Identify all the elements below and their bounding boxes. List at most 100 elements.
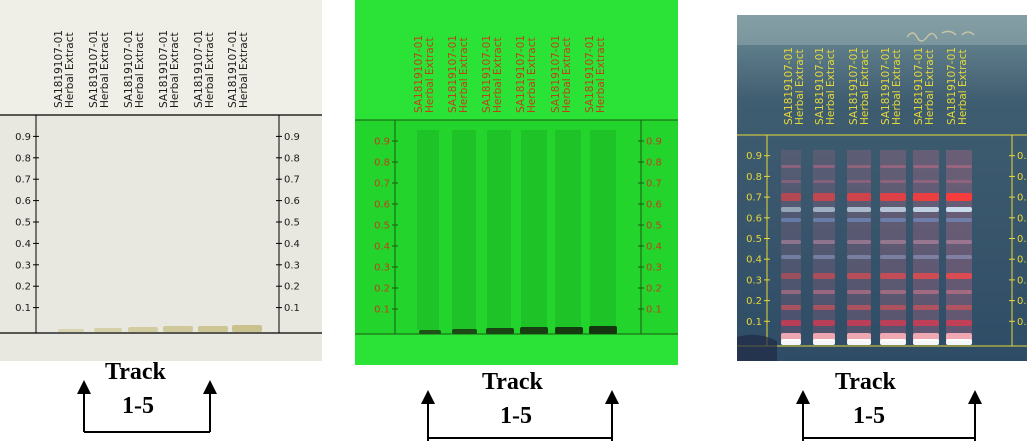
scale-label-right: 0.2 [284, 282, 300, 293]
scale-label-right: 0.8 [646, 158, 662, 169]
arrowhead [203, 380, 217, 394]
scale-label-left: 0.8 [374, 158, 390, 169]
band [880, 180, 906, 183]
scale-label-right: 0.6 [284, 196, 300, 207]
band [880, 193, 906, 201]
lane-label-id: SA1819107-01 [946, 47, 958, 125]
scale-label-left: 0.7 [15, 175, 31, 186]
lane-streak [781, 150, 801, 340]
band [813, 218, 835, 222]
band [946, 255, 972, 259]
band [813, 193, 835, 201]
band [813, 305, 835, 310]
plate-1-bands [58, 325, 262, 332]
band [486, 328, 514, 334]
arrowhead [796, 390, 810, 404]
lane-label-id: SA1819107-01 [227, 30, 239, 108]
lane-label-id: SA1819107-01 [53, 30, 65, 108]
band [781, 339, 801, 345]
lane-label-id: SA1819107-01 [193, 30, 205, 108]
scale-label-left: 0.4 [374, 242, 390, 253]
band [946, 305, 972, 310]
lane-label-type: Herbal Extract [794, 49, 806, 125]
band [781, 207, 801, 212]
scale-label-left: 0.7 [374, 179, 390, 190]
scale-label-left: 0.6 [374, 200, 390, 211]
band [880, 290, 906, 294]
band [913, 180, 939, 183]
plate-1-drawing: 0.9 0.9 0.8 0.8 0.7 0.7 0.6 0.6 0.5 0.5 0.4 0.4 0.3 0… [0, 0, 322, 361]
streak [487, 130, 511, 330]
lane-label-type: Herbal Extract [891, 49, 903, 125]
scale-label-left: 0.2 [374, 284, 390, 295]
scale-label-left: 0.5 [15, 218, 31, 229]
band [913, 218, 939, 222]
scale-label-right: 0.3 [284, 260, 300, 271]
band [913, 339, 939, 345]
lane-label-id: SA1819107-01 [158, 30, 170, 108]
scale-label-left: 0.4 [746, 255, 762, 266]
lane-streak [847, 150, 871, 340]
band [163, 326, 193, 332]
scale-label-right: 0.5 [646, 221, 662, 232]
scale-label-right: 0.8 [1017, 172, 1027, 183]
scale-label-right: 0.2 [646, 284, 662, 295]
band [847, 320, 871, 326]
band [555, 327, 583, 334]
scale-label-right: 0.4 [646, 242, 662, 253]
scale-label-right: 0.6 [646, 200, 662, 211]
band [847, 273, 871, 279]
band [781, 165, 801, 168]
plate-1-scale: 0.9 0.9 0.8 0.8 0.7 0.7 0.6 0.6 0.5 0.5 0.4 0.4 0.3 0… [15, 132, 300, 314]
scale-label-left: 0.8 [15, 153, 31, 164]
band [880, 207, 906, 212]
band [419, 330, 441, 334]
plate-3-drawing: SA1819107-01 Herbal Extract SA1819107-01 He… [737, 15, 1027, 361]
scale-label-left: 0.3 [15, 260, 31, 271]
band [847, 180, 871, 183]
scale-label-right: 0.7 [284, 175, 300, 186]
plate-3-stain [737, 334, 777, 361]
scale-label-right: 0.1 [284, 303, 300, 314]
lane-label-type: Herbal Extract [825, 49, 837, 125]
scale-label-right: 0.1 [1017, 317, 1027, 328]
streak [590, 130, 616, 330]
lane-label-id: SA1819107-01 [814, 47, 826, 125]
plate-2-scale: 0.9 0.9 0.8 0.8 0.7 0.7 0.6 0.6 0.5 0.5 0.4 0.4 0.3 0… [374, 137, 662, 316]
band [198, 326, 228, 332]
plate-1-lane-labels: SA1819107-01 Herbal Extract SA1819107-01 He… [53, 30, 250, 108]
scale-label-left: 0.8 [746, 172, 762, 183]
band [913, 165, 939, 168]
band [128, 327, 158, 332]
band [781, 305, 801, 310]
caption-3-track: Track [835, 369, 896, 395]
band [813, 165, 835, 168]
band [946, 273, 972, 279]
band [913, 273, 939, 279]
plate-2-chromatogram-area [355, 120, 678, 334]
scale-label-right: 0.4 [284, 239, 300, 250]
lane-label-id: SA1819107-01 [481, 35, 493, 113]
lane-streak [880, 150, 906, 340]
scale-label-right: 0.7 [1017, 193, 1027, 204]
lane-label-type: Herbal Extract [595, 37, 607, 113]
band [847, 305, 871, 310]
caption-3-range: 1-5 [853, 403, 885, 429]
band [946, 218, 972, 222]
band [913, 255, 939, 259]
band [781, 290, 801, 294]
arrowhead [77, 380, 91, 394]
lane-label-type: Herbal Extract [204, 32, 216, 108]
plate-3-bands [781, 150, 972, 345]
band [94, 328, 122, 332]
scale-label-left: 0.1 [15, 303, 31, 314]
lane-label-type: Herbal Extract [169, 32, 181, 108]
band [913, 207, 939, 212]
band [847, 339, 871, 345]
band [813, 180, 835, 183]
band [847, 193, 871, 201]
band [781, 193, 801, 201]
band [913, 305, 939, 310]
lane-label-id: SA1819107-01 [123, 30, 135, 108]
band [847, 165, 871, 168]
